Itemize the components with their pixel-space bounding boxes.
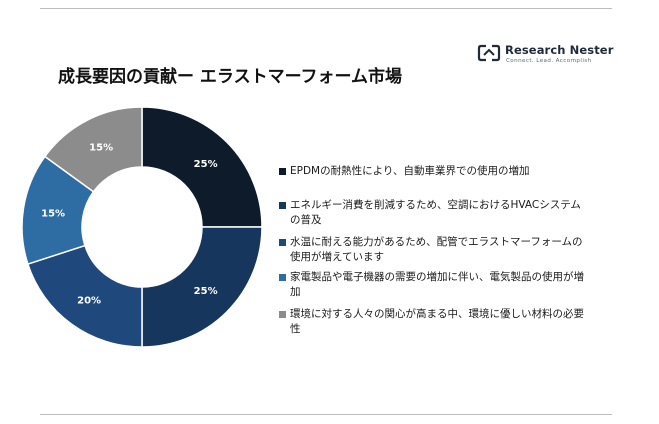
legend-swatch-1: [279, 168, 286, 175]
donut-slice-5: [43, 106, 143, 193]
legend-swatch-4: [279, 274, 286, 281]
top-divider: [40, 8, 612, 9]
slice-value-label-4: 15%: [41, 208, 65, 219]
legend-label-2: エネルギー消費を削減するため、空調におけるHVACシステムの普及: [290, 199, 581, 226]
donut-slice-3: [26, 244, 143, 348]
legend-label-3: 水温に耐える能力があるため、配管でエラストマーフォームの使用が増えています: [290, 236, 583, 263]
legend-item-1: EPDMの耐熱性により、自動車業界での使用の増加: [279, 164, 590, 179]
page-title: 成長要因の貢献ー エラストマーフォーム市場: [58, 67, 403, 87]
slice-value-label-5: 15%: [89, 142, 113, 153]
legend-label-5: 環境に対する人々の関心が高まる中、環境に優しい材料の必要性: [290, 308, 584, 335]
legend-item-3: 水温に耐える能力があるため、配管でエラストマーフォームの使用が増えています: [279, 235, 590, 265]
legend-swatch-3: [279, 239, 286, 246]
brand-tagline: Connect. Lead. Accomplish: [506, 58, 592, 64]
bottom-divider: [40, 414, 612, 415]
slice-value-label-1: 25%: [194, 159, 218, 170]
donut-slice-2: [141, 226, 263, 348]
legend-item-5: 環境に対する人々の関心が高まる中、環境に優しい材料の必要性: [279, 307, 590, 337]
legend-item-4: 家電製品や電子機器の需要の増加に伴い、電気製品の使用が増加: [279, 270, 590, 300]
legend-label-1: EPDMの耐熱性により、自動車業界での使用の増加: [290, 165, 530, 177]
brand-name: Research Nester: [505, 43, 614, 57]
legend-item-2: エネルギー消費を削減するため、空調におけるHVACシステムの普及: [279, 198, 590, 228]
slice-value-label-2: 25%: [194, 286, 218, 297]
legend-swatch-2: [279, 202, 286, 209]
donut-slice-1: [141, 106, 263, 228]
legend-label-4: 家電製品や電子機器の需要の増加に伴い、電気製品の使用が増加: [290, 271, 584, 298]
slice-value-label-3: 20%: [77, 295, 101, 306]
research-nester-logo-icon: [477, 44, 501, 62]
brand-logo: Research Nester Connect. Lead. Accomplis…: [477, 42, 617, 68]
legend-swatch-5: [279, 311, 286, 318]
